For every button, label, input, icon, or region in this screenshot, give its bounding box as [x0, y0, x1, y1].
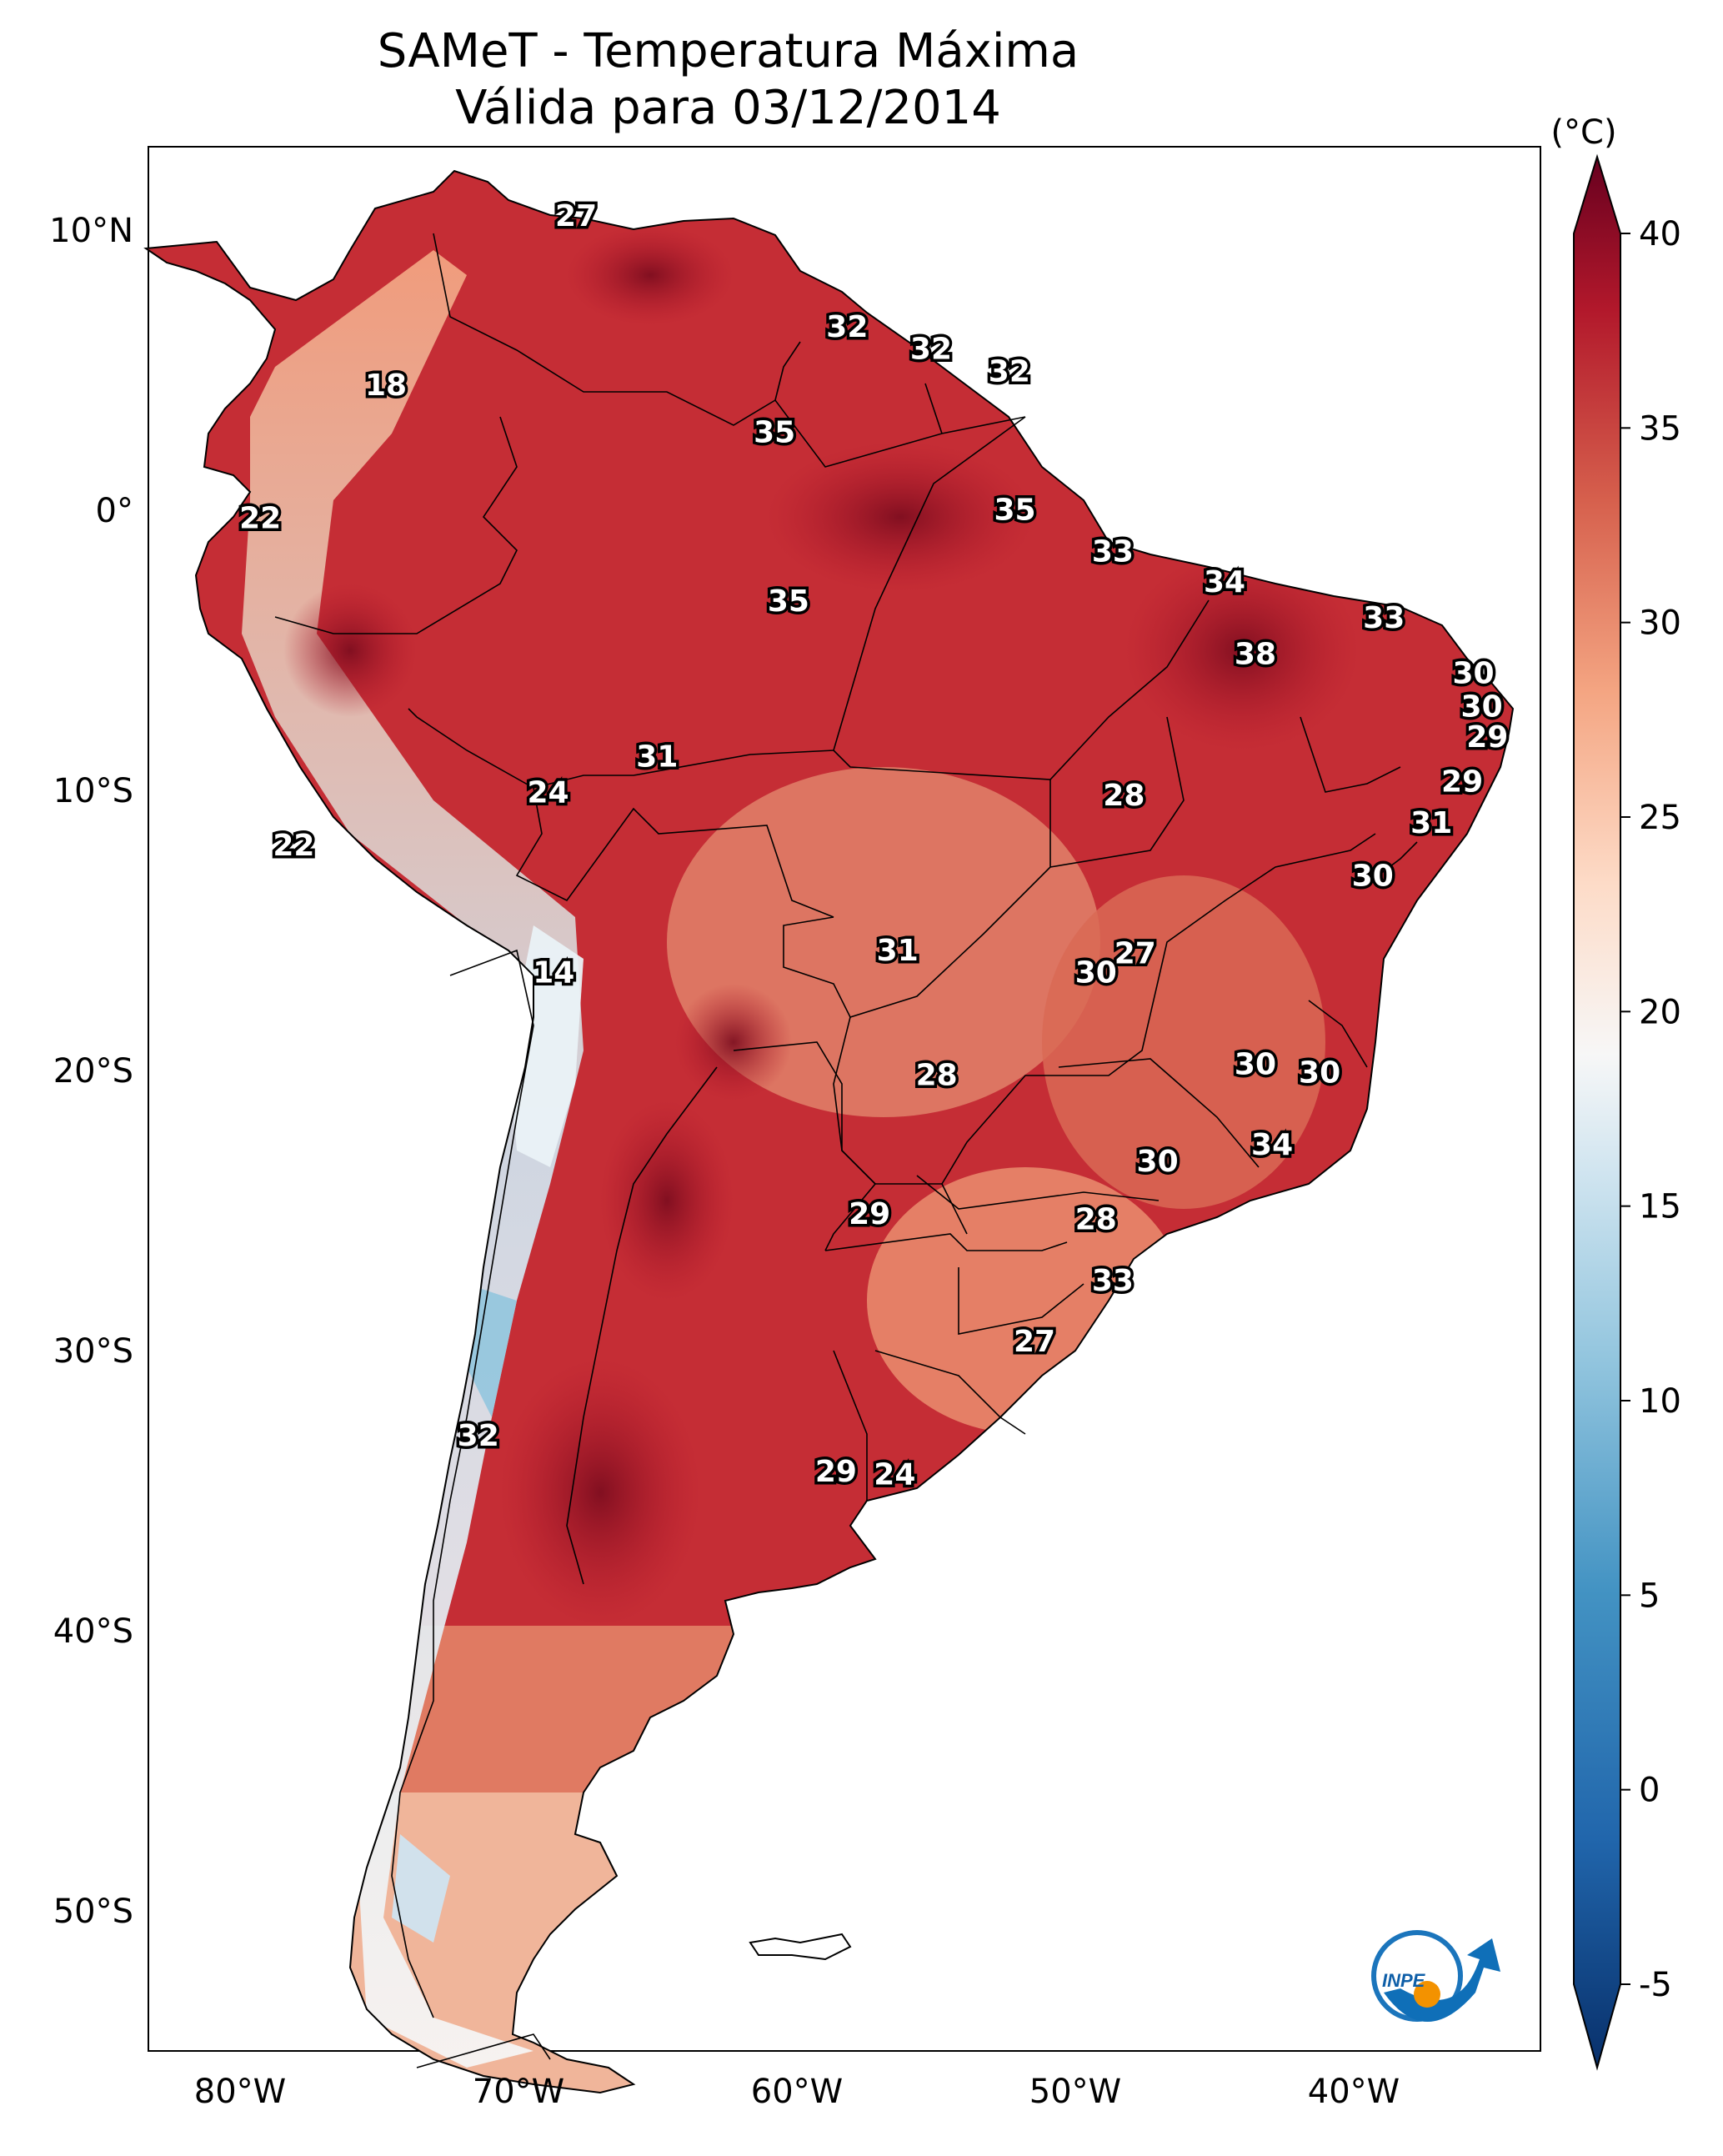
contour-label: 33: [1092, 1264, 1134, 1298]
contour-label: 30: [1352, 859, 1394, 893]
contour-label: 29: [815, 1455, 857, 1489]
contour-label: 34: [1251, 1128, 1293, 1162]
lat-label-0: 0°: [96, 492, 133, 530]
logo-dot: [1414, 1981, 1440, 2008]
latitude-axis: 10°N 0° 10°S 20°S 30°S 40°S 50°S: [49, 212, 133, 1931]
colorbar-tick-label: -5: [1639, 1966, 1672, 2004]
colorbar-tick-label: 20: [1639, 993, 1681, 1031]
lat-label-10s: 10°S: [53, 772, 133, 810]
lon-label-40w: 40°W: [1308, 2073, 1400, 2111]
longitude-axis: 80°W 70°W 60°W 50°W 40°W: [194, 2073, 1400, 2111]
map-title: SAMeT - Temperatura Máxima: [377, 24, 1079, 78]
lat-label-50s: 50°S: [53, 1893, 133, 1931]
contour-label: 33: [1363, 601, 1405, 635]
contour-label: 27: [1114, 936, 1156, 970]
contour-label: 22: [239, 501, 281, 535]
colorbar-ticks: 40 35 30 25 20 15 10 5 0 -5: [1620, 215, 1681, 2004]
contour-label: 28: [916, 1059, 958, 1093]
contour-label: 30: [1452, 657, 1494, 691]
contour-label: 35: [994, 494, 1036, 528]
colorbar: (°C) 40 35 30 25 20 15 10 5 0 -5: [1550, 113, 1681, 2071]
contour-label: 27: [1014, 1325, 1055, 1359]
contour-label: 24: [874, 1457, 915, 1492]
contour-label: 30: [1235, 1047, 1276, 1081]
lat-label-40s: 40°S: [53, 1612, 133, 1651]
contour-label: 28: [1103, 779, 1144, 813]
contour-label: 33: [1092, 534, 1134, 569]
lon-label-60w: 60°W: [751, 2073, 843, 2111]
contour-label: 34: [1204, 565, 1245, 599]
colorbar-unit: (°C): [1550, 113, 1616, 152]
colorbar-tick-label: 30: [1639, 604, 1681, 643]
contour-label: 22: [273, 829, 314, 863]
colorbar-tick-label: 10: [1639, 1382, 1681, 1421]
falklands-outline: [749, 1933, 852, 1961]
contour-label: 29: [849, 1197, 890, 1231]
contour-label: 27: [555, 199, 597, 233]
contour-label: 32: [910, 333, 952, 367]
contour-label: 28: [1075, 1203, 1117, 1237]
logo-text: INPE: [1382, 1970, 1426, 1991]
lat-label-30s: 30°S: [53, 1332, 133, 1371]
lon-label-80w: 80°W: [194, 2073, 286, 2111]
contour-label: 35: [768, 584, 809, 619]
colorbar-tick-label: 35: [1639, 409, 1681, 448]
contour-label: 31: [877, 934, 919, 968]
map-subtitle: Válida para 03/12/2014: [455, 81, 1001, 135]
colorbar-tick-label: 25: [1639, 799, 1681, 837]
contour-label: 30: [1461, 690, 1503, 725]
contour-label: 35: [754, 415, 795, 449]
contour-label: 31: [1410, 806, 1452, 840]
inpe-logo: INPE: [1371, 1930, 1500, 2022]
colorbar-tick-label: 5: [1639, 1577, 1660, 1615]
contour-label: 38: [1235, 637, 1276, 671]
contour-label: 29: [1466, 720, 1508, 755]
political-borders: [274, 233, 1418, 2068]
contour-label: 30: [1299, 1055, 1340, 1090]
lon-label-50w: 50°W: [1029, 2073, 1121, 2111]
contour-label: 30: [1075, 956, 1117, 990]
colorbar-tick-label: 0: [1639, 1772, 1660, 1810]
contour-label: 32: [989, 354, 1030, 389]
contour-label: 24: [527, 776, 568, 810]
contour-label: 18: [365, 369, 407, 403]
contour-label: 30: [1137, 1145, 1179, 1179]
contour-label: 32: [826, 310, 868, 344]
colorbar-gradient: [1573, 153, 1621, 2071]
colorbar-tick-label: 40: [1639, 215, 1681, 253]
lon-label-70w: 70°W: [473, 2073, 564, 2111]
contour-label: 32: [458, 1419, 499, 1453]
lat-label-10n: 10°N: [49, 212, 133, 250]
lat-label-20s: 20°S: [53, 1052, 133, 1091]
contour-label: 31: [636, 740, 678, 774]
contour-label: 29: [1441, 765, 1483, 799]
contour-label: 14: [533, 956, 574, 990]
colorbar-tick-label: 15: [1639, 1188, 1681, 1226]
logo-swoosh: [1384, 1938, 1500, 2022]
